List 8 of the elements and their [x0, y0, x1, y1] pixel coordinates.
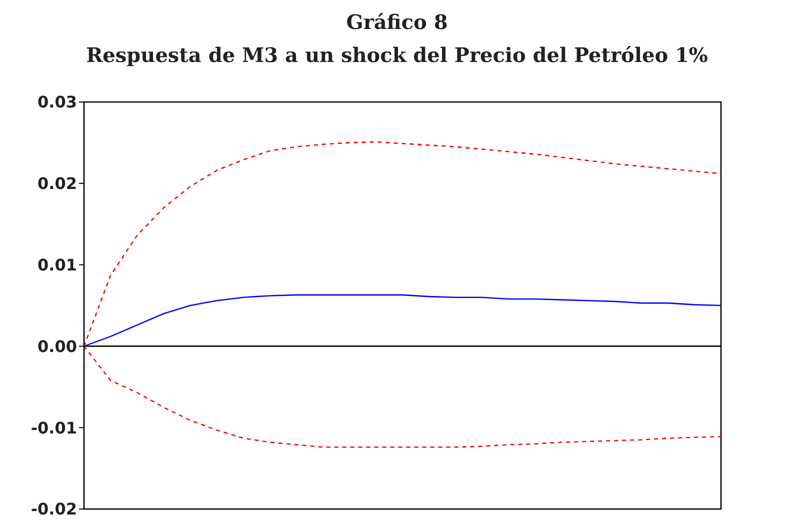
y-tick-label: 0.01 — [38, 255, 77, 274]
y-tick-label: 0.00 — [38, 336, 77, 356]
y-tick-label: 0.02 — [38, 174, 77, 194]
y-tick-label: -0.02 — [30, 500, 77, 519]
chart-subtitle: Respuesta de M3 a un shock del Precio del Petróleo 1% — [85, 43, 709, 67]
y-tick-label: -0.01 — [30, 418, 77, 438]
y-tick-label: 0.03 — [38, 92, 77, 112]
chart-title: Gráfico 8 — [345, 10, 449, 34]
